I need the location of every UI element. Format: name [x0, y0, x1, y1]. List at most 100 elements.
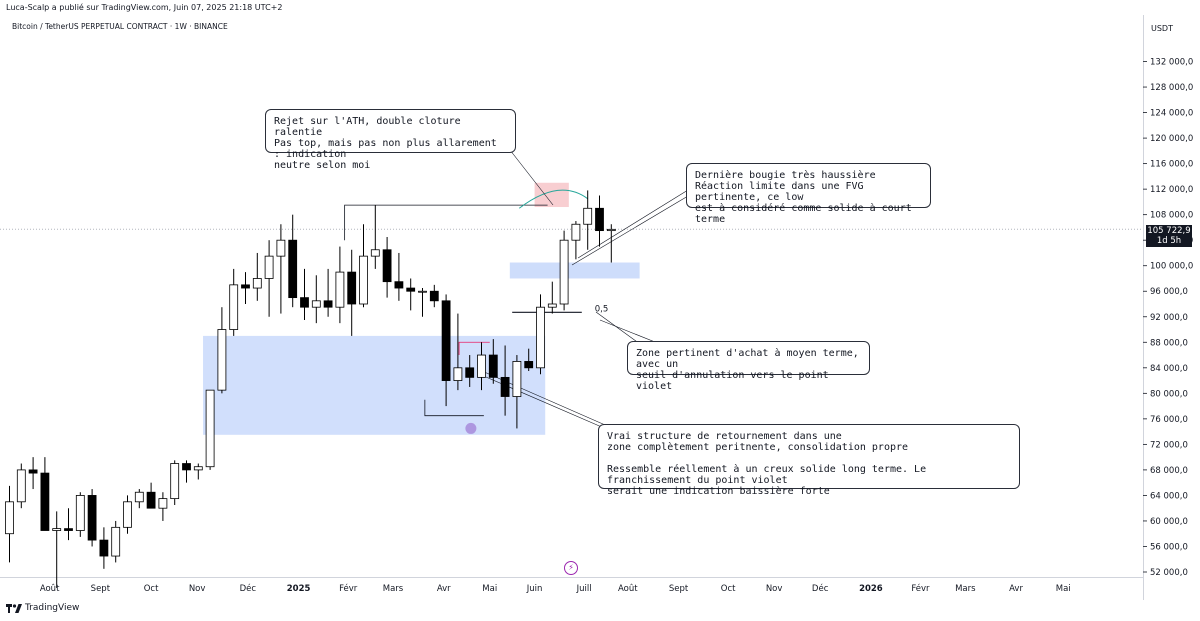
price-tick-label: 120 000,0 — [1150, 134, 1193, 144]
candle-body[interactable] — [205, 389, 215, 468]
candle-body[interactable] — [52, 528, 62, 531]
candle-body[interactable] — [359, 255, 368, 305]
time-tick-label: Sept — [669, 584, 689, 594]
annotation-ath[interactable]: Rejet sur l'ATH, double cloture ralentie… — [265, 109, 516, 171]
candle-body[interactable] — [500, 376, 510, 397]
candle-body[interactable] — [512, 361, 522, 397]
price-tick-label: 128 000,0 — [1150, 83, 1193, 93]
candle-body[interactable] — [288, 239, 298, 299]
candle-body[interactable] — [170, 463, 180, 500]
price-tick-label: 108 000,0 — [1150, 211, 1193, 221]
candle-body[interactable] — [583, 207, 593, 225]
callout-line-last-candle — [571, 195, 689, 266]
candle-body[interactable] — [559, 239, 569, 305]
candle-body[interactable] — [606, 228, 616, 232]
publish-info: Luca-Scalp a publié sur TradingView.com,… — [6, 3, 283, 12]
candle-body[interactable] — [64, 528, 73, 531]
candle-body[interactable] — [465, 367, 475, 378]
buy-zone-box — [203, 335, 546, 435]
price-tick-label: 64 000,0 — [1150, 491, 1188, 501]
currency-label: USDT — [1151, 24, 1173, 33]
candle-body[interactable] — [406, 287, 416, 292]
candle-body[interactable] — [441, 300, 451, 381]
price-tick-label: 84 000,0 — [1150, 364, 1188, 374]
candle-body[interactable] — [547, 303, 557, 308]
candle-body[interactable] — [429, 290, 439, 302]
lightning-icon[interactable]: ⚡ — [564, 561, 578, 575]
time-tick-label: Nov — [189, 584, 206, 594]
symbol-title: Bitcoin / TetherUS PERPETUAL CONTRACT · … — [12, 22, 228, 31]
candle-body[interactable] — [335, 271, 345, 308]
time-tick-label: Oct — [721, 584, 736, 594]
time-tick-label: Mars — [955, 584, 976, 594]
price-tick-label: 60 000,0 — [1150, 517, 1188, 527]
annotation-buy-zone[interactable]: Zone pertinent d'achat à moyen terme, av… — [627, 341, 870, 392]
consolidation-bracket — [424, 399, 484, 417]
time-tick-label: Août — [618, 584, 638, 594]
candle-body[interactable] — [524, 361, 534, 369]
candle-body[interactable] — [252, 278, 262, 289]
time-tick-label: Févr — [339, 583, 358, 594]
candle-body[interactable] — [217, 329, 227, 391]
candle-body[interactable] — [418, 290, 427, 293]
annotation-reversal-structure[interactable]: Vrai structure de retournement dans une … — [598, 424, 1020, 497]
bar-countdown: 1d 5h — [1156, 236, 1182, 246]
candle-body[interactable] — [394, 281, 404, 289]
candle-body[interactable] — [193, 466, 203, 471]
price-tick-label: 124 000,0 — [1150, 109, 1193, 119]
candle-body[interactable] — [16, 469, 26, 503]
candle-body[interactable] — [87, 495, 97, 541]
price-tick-label: 96 000,0 — [1150, 287, 1188, 297]
invalidation-point[interactable] — [465, 422, 477, 434]
callout-line-zone — [599, 319, 661, 345]
candle-body[interactable] — [182, 463, 191, 471]
candle-body[interactable] — [123, 501, 132, 528]
candle-body[interactable] — [264, 255, 274, 279]
candle-body[interactable] — [370, 249, 380, 257]
callout-line-ath — [509, 149, 554, 206]
candle-body[interactable] — [382, 249, 392, 283]
candle-body[interactable] — [536, 306, 545, 369]
candle-body[interactable] — [28, 469, 38, 474]
candle-body[interactable] — [134, 491, 144, 503]
price-tick-label: 72 000,0 — [1150, 440, 1188, 450]
time-tick-label: Avr — [1009, 584, 1023, 594]
candle-body[interactable] — [453, 367, 463, 381]
candle-body[interactable] — [477, 354, 486, 378]
ath-arc — [518, 189, 588, 209]
time-tick-label: 2025 — [287, 584, 311, 594]
fvg-zone-box — [509, 262, 640, 279]
price-tick-label: 68 000,0 — [1150, 466, 1188, 476]
time-tick-label: Mai — [1056, 584, 1071, 594]
callout-line-last-candle-2 — [577, 189, 689, 259]
price-tick-label: 80 000,0 — [1150, 389, 1188, 399]
candle-body[interactable] — [347, 271, 357, 305]
candle-body[interactable] — [595, 207, 604, 232]
candle-body[interactable] — [276, 239, 286, 257]
candle-body[interactable] — [571, 223, 581, 241]
candle-body[interactable] — [99, 539, 109, 557]
candle-body[interactable] — [5, 501, 14, 535]
candle-body[interactable] — [241, 284, 250, 289]
time-tick-label: Avr — [437, 584, 451, 594]
price-tick-label: 112 000,0 — [1150, 185, 1193, 195]
time-tick-label: Oct — [144, 584, 159, 594]
candle-body[interactable] — [158, 498, 168, 509]
candle-body[interactable] — [229, 284, 239, 330]
candle-body[interactable] — [75, 495, 85, 531]
price-tick-label: 76 000,0 — [1150, 415, 1188, 425]
candle-body[interactable] — [146, 491, 156, 509]
candle-body[interactable] — [300, 297, 309, 308]
tradingview-logo: TradingView — [6, 603, 79, 613]
time-tick-label: 2026 — [859, 584, 883, 594]
candle-body[interactable] — [323, 300, 333, 308]
candle-body[interactable] — [311, 300, 321, 308]
invalidation-marker-line — [458, 341, 490, 356]
candle-body[interactable] — [111, 526, 121, 557]
time-tick-label: Juill — [576, 584, 592, 594]
candle-body[interactable] — [488, 354, 498, 378]
price-tick-label: 52 000,0 — [1150, 568, 1188, 578]
candle-body[interactable] — [40, 472, 50, 531]
annotation-last-candle[interactable]: Dernière bougie très haussière Réaction … — [686, 163, 931, 225]
